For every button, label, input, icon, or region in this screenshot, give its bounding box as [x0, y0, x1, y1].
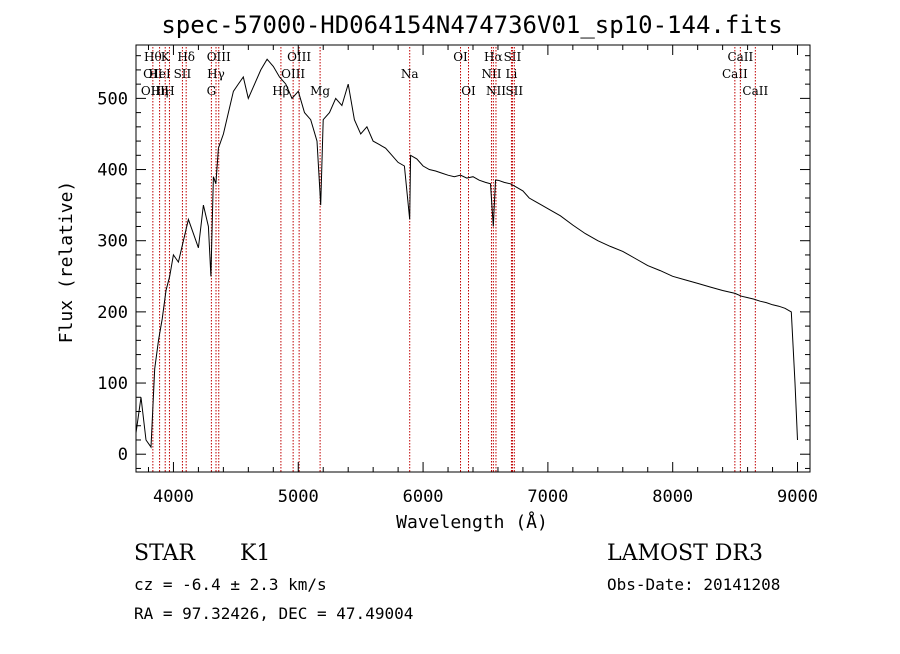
- reference-line-label: H: [164, 84, 174, 98]
- x-tick-label: 9000: [777, 487, 818, 507]
- survey-name: LAMOST DR3: [607, 541, 763, 566]
- x-tick-label: 4000: [153, 487, 194, 507]
- reference-line-label: OIII: [141, 84, 165, 98]
- reference-line-label: Li: [506, 67, 518, 81]
- reference-line-label: OIII: [287, 50, 311, 64]
- reference-line-label: Hγ: [207, 67, 225, 81]
- x-axis-title: Wavelength (Å): [396, 511, 548, 533]
- reference-line-label: Hδ: [177, 50, 195, 64]
- coordinates-text: RA = 97.32426, DEC = 47.49004: [134, 604, 413, 623]
- reference-line-label: SII: [505, 84, 523, 98]
- reference-line-label: K: [161, 50, 171, 64]
- reference-lines: HθOIIOIIIHeIHηKHSIIHδGHγOIIIHβOIIIOIIIMg…: [141, 47, 768, 472]
- reference-line-label: NII: [486, 84, 506, 98]
- chart-title: spec-57000-HD064154N474736V01_sp10-144.f…: [161, 11, 782, 39]
- reference-line-label: Na: [401, 67, 419, 81]
- reference-line-label: CaII: [742, 84, 768, 98]
- x-tick-label: 6000: [403, 487, 444, 507]
- reference-line-label: OIII: [281, 67, 305, 81]
- y-tick-label: 400: [97, 161, 128, 181]
- y-tick-label: 300: [97, 232, 128, 252]
- redshift-text: cz = -6.4 ± 2.3 km/s: [134, 575, 327, 594]
- x-tick-label: 7000: [527, 487, 568, 507]
- reference-line-label: Hθ: [144, 50, 162, 64]
- object-subclass: K1: [240, 541, 270, 566]
- plot-frame: [135, 44, 811, 473]
- reference-line-label: SII: [504, 50, 522, 64]
- reference-line-label: CaII: [727, 50, 753, 64]
- y-tick-label: 200: [97, 303, 128, 323]
- reference-line-label: OIII: [207, 50, 231, 64]
- x-tick-label: 5000: [278, 487, 319, 507]
- reference-line-label: OI: [461, 84, 476, 98]
- y-axis-title: Flux (relative): [56, 181, 77, 344]
- y-tick-label: 100: [97, 374, 128, 394]
- reference-line-label: CaII: [722, 67, 748, 81]
- reference-line-label: Hβ: [272, 84, 289, 98]
- y-tick-label: 0: [118, 445, 128, 465]
- reference-line-label: SII: [174, 67, 192, 81]
- x-tick-label: 8000: [652, 487, 693, 507]
- x-axis: 4000 5000 6000 7000 8000 9000: [147, 45, 818, 507]
- object-class: STAR: [134, 541, 196, 566]
- obs-date-text: Obs-Date: 20141208: [607, 575, 780, 594]
- reference-line-label: NII: [481, 67, 501, 81]
- reference-line-label: OI: [453, 50, 468, 64]
- reference-line-label: OII: [143, 67, 163, 81]
- y-axis: 0 100 200 300 400 500: [97, 55, 810, 469]
- reference-line-label: Hη: [151, 84, 169, 98]
- reference-line-label: Mg: [310, 84, 330, 98]
- spectrum-line: [135, 58, 798, 449]
- reference-line-label: G: [207, 84, 217, 98]
- y-tick-label: 500: [97, 89, 128, 109]
- reference-line-label: HeI: [148, 67, 171, 81]
- reference-line-label: Hα: [484, 50, 503, 64]
